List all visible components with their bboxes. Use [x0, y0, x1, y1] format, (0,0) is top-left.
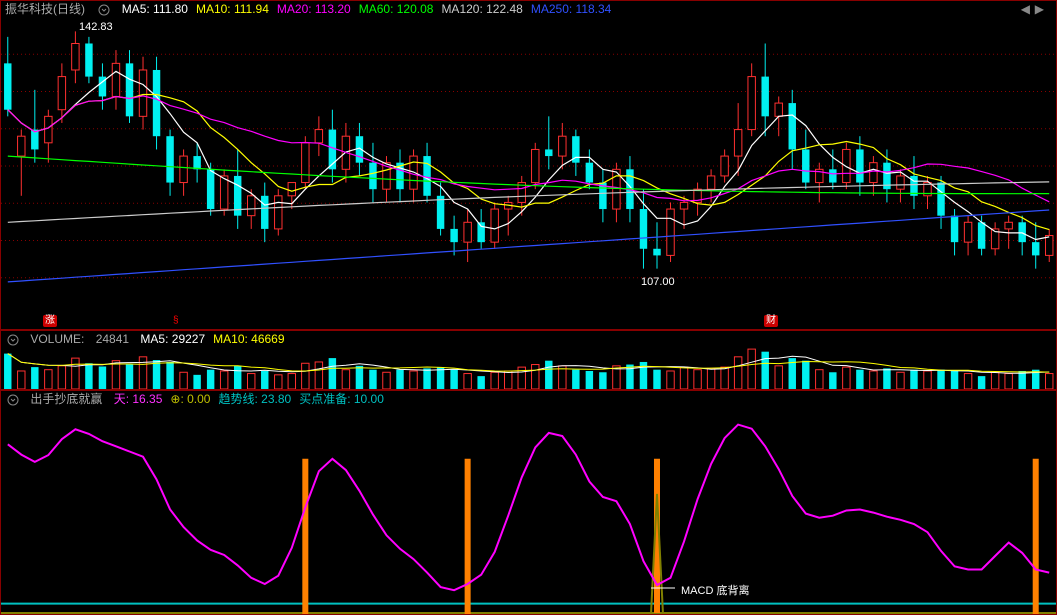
- ma-legend-item: MA120: 122.48: [441, 2, 522, 16]
- collapse-icon[interactable]: [98, 4, 110, 16]
- volume-chart[interactable]: [1, 347, 1056, 389]
- collapse-icon[interactable]: [7, 334, 19, 346]
- volume-header: VOLUME: 24841 MA5: 29227 MA10: 46669: [1, 331, 1056, 347]
- ma-legend-item: MA10: 111.94: [196, 2, 269, 16]
- scroll-right-icon[interactable]: ▶: [1035, 1, 1044, 17]
- volume-panel[interactable]: VOLUME: 24841 MA5: 29227 MA10: 46669: [0, 330, 1057, 390]
- volume-ma-legend-item: MA10: 46669: [213, 332, 284, 346]
- ma-legend-item: MA20: 113.20: [277, 2, 351, 16]
- event-badge[interactable]: §: [171, 315, 181, 327]
- volume-value: 24841: [96, 332, 129, 346]
- candlestick-chart[interactable]: [1, 17, 1056, 315]
- indicator-title: 出手抄底就赢: [30, 392, 102, 406]
- ma-legend-item: MA5: 111.80: [122, 2, 188, 16]
- indicator-header: 出手抄底就赢 天: 16.35 ⊕: 0.00 趋势线: 23.80 买点准备: 10…: [1, 391, 1056, 407]
- indicator-legend-item: 买点准备: 10.00: [299, 392, 384, 406]
- scroll-left-icon[interactable]: ◀: [1021, 1, 1030, 17]
- indicator-legend-item: 天: 16.35: [114, 392, 163, 406]
- event-badge[interactable]: 涨: [43, 315, 57, 327]
- candlestick-panel[interactable]: 振华科技(日线) MA5: 111.80 MA10: 111.94 MA20: 11…: [0, 0, 1057, 330]
- indicator-legend-item: ⊕: 0.00: [170, 392, 210, 406]
- ma-legend-item: MA250: 118.34: [531, 2, 612, 16]
- indicator-chart[interactable]: [1, 407, 1056, 614]
- ma-legend-item: MA60: 120.08: [359, 2, 434, 16]
- indicator-legend-item: 趋势线: 23.80: [218, 392, 291, 406]
- volume-ma-legend-item: MA5: 29227: [140, 332, 205, 346]
- stock-title: 振华科技(日线): [5, 2, 85, 16]
- candlestick-header: 振华科技(日线) MA5: 111.80 MA10: 111.94 MA20: 11…: [1, 1, 1056, 17]
- volume-title: VOLUME:: [30, 332, 84, 346]
- collapse-icon[interactable]: [7, 394, 19, 406]
- indicator-panel[interactable]: 出手抄底就赢 天: 16.35 ⊕: 0.00 趋势线: 23.80 买点准备: 10…: [0, 390, 1057, 615]
- event-badge[interactable]: 财: [764, 315, 778, 327]
